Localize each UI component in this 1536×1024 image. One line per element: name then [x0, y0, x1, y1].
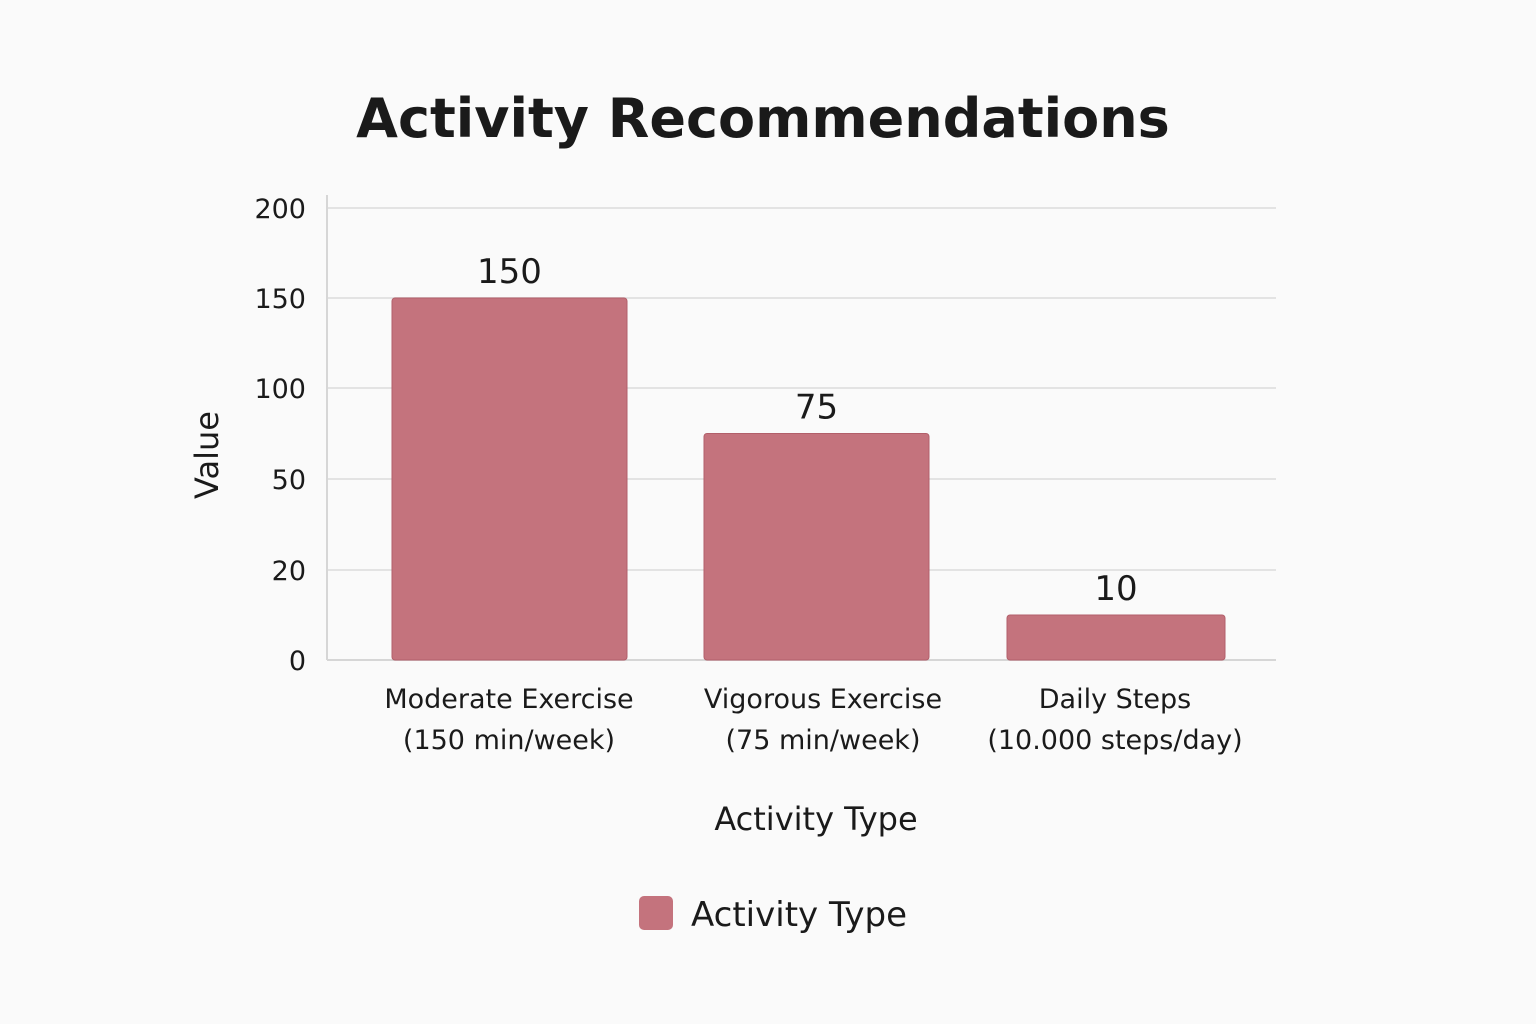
y-tick-label: 0	[289, 646, 306, 677]
bar	[391, 297, 628, 661]
x-category-label: (150 min/week)	[403, 725, 615, 756]
bar-value-label: 75	[795, 388, 838, 428]
legend-label: Activity Type	[691, 895, 907, 935]
y-tick-label: 50	[272, 465, 306, 496]
y-tick-label: 200	[254, 194, 306, 225]
x-axis-title: Activity Type	[714, 800, 917, 838]
y-tick-label: 100	[254, 374, 306, 405]
y-axis-title: Value	[188, 411, 226, 499]
y-axis-ticks: 0 20 50 100 150 200	[254, 194, 306, 677]
x-category-label: Daily Steps	[1039, 684, 1191, 715]
x-category-label: Vigorous Exercise	[704, 684, 942, 715]
data-labels: 150 75 10	[477, 252, 1138, 609]
x-category-label: Moderate Exercise	[384, 684, 633, 715]
y-tick-label: 150	[254, 284, 306, 315]
legend-swatch	[639, 896, 673, 930]
y-tick-label: 20	[272, 556, 306, 587]
bar	[1006, 614, 1226, 661]
legend: Activity Type	[639, 895, 907, 935]
bar-value-label: 150	[477, 252, 542, 292]
x-axis-categories: Moderate Exercise (150 min/week) Vigorous …	[384, 684, 1242, 756]
bars	[391, 297, 1226, 661]
x-category-label: (75 min/week)	[726, 725, 921, 756]
bar-value-label: 10	[1094, 569, 1137, 609]
bar	[703, 433, 930, 661]
chart-title: Activity Recommendations	[356, 87, 1170, 150]
x-category-label: (10.000 steps/day)	[987, 725, 1242, 756]
